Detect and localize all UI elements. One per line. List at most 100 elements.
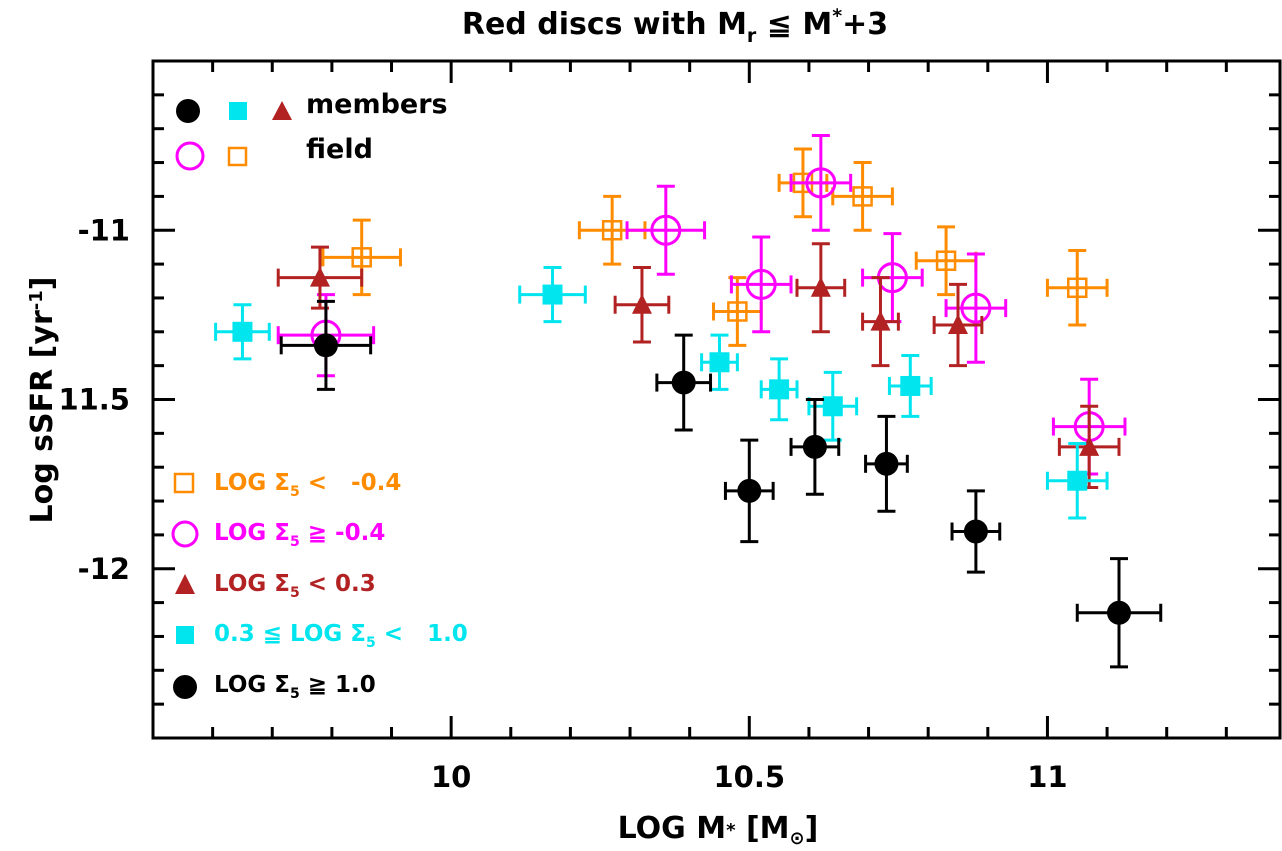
- legend-magenta-open-circle-icon: [171, 520, 199, 548]
- y-axis-label: Log sSFR [yr-1]: [25, 277, 60, 524]
- data-point-filled-square: [759, 357, 799, 422]
- legend-members-red-triangle: [272, 101, 292, 120]
- data-point-filled-square: [887, 353, 933, 418]
- data-point-triangle: [1057, 404, 1121, 490]
- marker-triangle: [870, 310, 891, 331]
- legend-top: members field: [175, 89, 448, 171]
- data-point-open-square: [831, 161, 894, 232]
- series-open-circle: [276, 133, 1127, 476]
- legend-0-main: LOG Σ: [214, 470, 290, 496]
- legend-label-high-density-members: LOG Σ5 ≧ 1.0: [214, 672, 376, 702]
- axis-ticks: [153, 61, 1280, 738]
- legend-orange-open-square-icon: [173, 472, 195, 494]
- x-label-unit-subscript: ⊙: [790, 828, 805, 849]
- legend-4-rel: ≧ 1.0: [300, 672, 376, 698]
- data-point-filled-square: [1045, 442, 1109, 520]
- marker-triangle: [948, 314, 968, 335]
- marker-filled-circle: [737, 478, 762, 503]
- data-point-filled-circle: [655, 333, 713, 432]
- legend-1-sub: 5: [290, 534, 300, 550]
- legend-3-main: 0.3 ≦ LOG Σ: [214, 621, 366, 647]
- title-superscript: *: [832, 5, 842, 27]
- marker-filled-circle: [802, 434, 827, 459]
- x-label-subscript: *: [726, 820, 736, 841]
- x-label-unit-close: ]: [805, 811, 819, 846]
- legend-label-lowest-density: LOG Σ5 < -0.4: [214, 470, 401, 500]
- marker-triangle: [309, 266, 330, 287]
- marker-filled-square: [900, 375, 921, 396]
- title-relation: ≦ M: [756, 7, 832, 42]
- marker-open-square: [1067, 277, 1088, 299]
- data-point-filled-circle: [723, 438, 775, 544]
- legend-red-triangle-icon: [175, 574, 195, 594]
- legend-field-label: field: [306, 134, 373, 165]
- x-label-main: LOG M: [618, 811, 726, 846]
- data-point-filled-circle: [950, 489, 1002, 574]
- legend-field-orange-square: [227, 146, 248, 167]
- marker-open-circle: [805, 167, 837, 199]
- marker-filled-circle: [874, 451, 899, 476]
- data-point-triangle: [861, 276, 900, 368]
- data-point-filled-circle: [1075, 557, 1163, 669]
- data-point-open-square: [1045, 249, 1109, 327]
- y-label-superscript: -1: [26, 290, 47, 310]
- marker-triangle: [1079, 435, 1100, 456]
- data-point-open-circle: [625, 184, 707, 276]
- title-tail: +3: [842, 7, 888, 42]
- data-point-filled-circle: [279, 299, 373, 391]
- marker-open-square: [351, 247, 372, 268]
- title-subscript: r: [747, 25, 757, 47]
- legend-3-sub: 5: [366, 635, 376, 651]
- marker-open-circle: [745, 268, 777, 300]
- legend-0-rel: < -0.4: [300, 470, 402, 496]
- legend-bottom: LOG Σ5 < -0.4 LOG Σ5 ≧ -0.4 LOG Σ5 < 0.3…: [171, 470, 468, 702]
- marker-filled-circle: [1107, 600, 1131, 625]
- x-tick-label: 10: [431, 760, 471, 794]
- legend-members-black-circle: [176, 99, 200, 123]
- marker-filled-square: [709, 352, 730, 373]
- data-point-triangle: [613, 265, 671, 344]
- data-point-open-circle: [789, 133, 853, 232]
- legend-2-sub: 5: [290, 585, 300, 601]
- legend-black-filled-circle-icon: [173, 675, 197, 699]
- data-point-open-circle: [944, 252, 1008, 364]
- data-point-triangle: [795, 242, 847, 334]
- title-main: Red discs with M: [462, 7, 747, 42]
- series-open-square: [321, 147, 1109, 347]
- marker-filled-square: [822, 396, 843, 417]
- marker-filled-square: [1067, 470, 1088, 491]
- x-tick-label: 10.5: [714, 760, 786, 794]
- series-triangle: [276, 242, 1121, 490]
- y-label-main: Log sSFR [yr: [25, 310, 60, 523]
- series-filled-circle: [279, 299, 1163, 669]
- legend-1-main: LOG Σ: [214, 520, 290, 546]
- axis-tick-labels: 10 10.5 11 -11 11.5 -12: [58, 213, 1067, 794]
- data-point-filled-square: [518, 265, 587, 324]
- marker-filled-circle: [963, 519, 988, 544]
- data-point-filled-circle: [864, 414, 909, 513]
- y-tick-label: 11.5: [58, 383, 130, 417]
- y-label-close: ]: [25, 277, 60, 291]
- data-point-open-circle: [729, 235, 793, 334]
- legend-1-rel: ≧ -0.4: [300, 520, 386, 546]
- marker-open-square: [852, 186, 873, 207]
- legend-label-field-high-density: LOG Σ5 ≧ -0.4: [214, 520, 385, 550]
- data-point-filled-square: [700, 333, 739, 391]
- x-axis-label: LOG M* [M⊙]: [618, 811, 819, 849]
- data-point-open-square: [712, 276, 763, 347]
- data-point-filled-circle: [789, 398, 841, 496]
- data-points: [214, 133, 1163, 669]
- marker-filled-circle: [313, 333, 338, 358]
- marker-filled-square: [542, 284, 563, 305]
- marker-filled-circle: [671, 370, 696, 395]
- chart-title: Red discs with Mr ≦ M*+3: [462, 5, 888, 47]
- legend-members-cyan-square: [229, 102, 247, 120]
- marker-open-square: [601, 220, 623, 241]
- legend-0-sub: 5: [290, 484, 300, 500]
- legend-field-magenta-circle: [175, 141, 205, 171]
- y-tick-label: -11: [78, 213, 130, 247]
- marker-open-square: [727, 301, 748, 322]
- legend-members-label: members: [306, 89, 448, 120]
- data-point-filled-square: [214, 303, 271, 361]
